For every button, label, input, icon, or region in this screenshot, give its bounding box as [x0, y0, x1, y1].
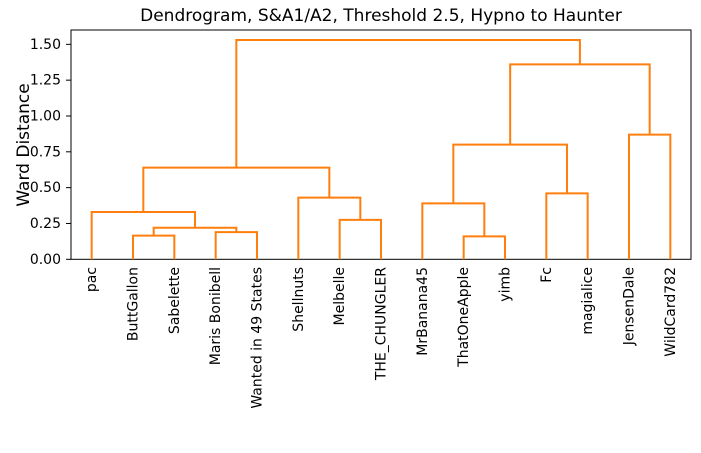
leaf-label: Maris Bonibell — [208, 267, 224, 365]
dendrogram-link — [235, 39, 581, 168]
y-tick-label: 0.50 — [30, 180, 61, 196]
leaf-label: Fc — [539, 267, 555, 283]
y-tick-label: 1.00 — [30, 108, 61, 124]
leaf-labels: pac ButtGallon Sabelette Maris Bonibell Want… — [84, 267, 679, 409]
y-tick-label: 1.25 — [30, 73, 61, 89]
y-tick-label: 1.50 — [30, 37, 61, 53]
chart-title: Dendrogram, S&A1/A2, Threshold 2.5, Hypn… — [140, 6, 622, 26]
y-axis-ticks: 0.00 0.25 0.50 0.75 1.00 1.25 1.50 — [30, 37, 71, 268]
dendrogram-links — [90, 39, 672, 260]
leaf-label: ButtGallon — [126, 267, 142, 341]
leaf-label: Sabelette — [167, 267, 183, 334]
dendrogram-link — [132, 234, 176, 260]
leaf-label: pac — [84, 267, 100, 292]
dendrogram-link — [421, 202, 486, 260]
dendrogram-link — [452, 143, 568, 204]
leaf-label: yimb — [498, 267, 514, 302]
leaf-label: JensenDale — [622, 267, 638, 346]
leaf-label: Shellnuts — [291, 267, 307, 332]
dendrogram-link — [462, 235, 506, 260]
y-tick-label: 0.25 — [30, 216, 61, 232]
y-tick-label: 0.75 — [30, 144, 61, 160]
dendrogram-link — [142, 166, 331, 213]
dendrogram-link — [545, 192, 589, 260]
y-tick-label: 0.00 — [30, 252, 61, 268]
leaf-label: ThatOneApple — [456, 267, 472, 368]
leaf-label: WildCard782 — [663, 267, 679, 357]
leaf-label: THE_CHUNGLER — [374, 267, 390, 381]
leaf-label: magialice — [580, 267, 596, 335]
dendrogram-link — [338, 218, 382, 260]
leaf-label: MrBanana45 — [415, 267, 431, 356]
y-axis-label: Ward Distance — [14, 83, 34, 206]
leaf-label: Melbelle — [332, 267, 348, 325]
dendrogram-link — [509, 63, 651, 145]
dendrogram-link — [628, 133, 672, 260]
dendrogram-link — [297, 196, 362, 260]
leaf-label: Wanted in 49 States — [250, 267, 266, 409]
dendrogram-link — [214, 231, 258, 260]
